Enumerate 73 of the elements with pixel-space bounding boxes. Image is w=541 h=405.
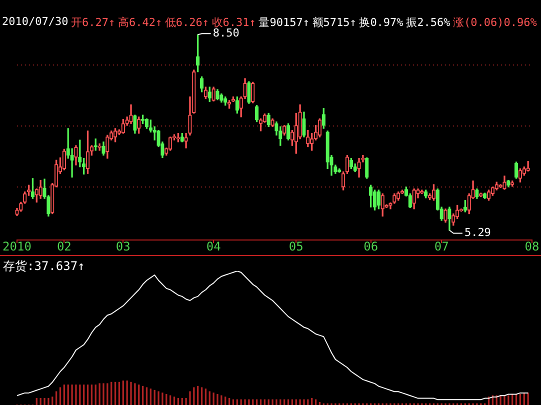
candlestick bbox=[412, 188, 416, 210]
candlestick bbox=[98, 143, 102, 151]
candlestick bbox=[518, 168, 522, 182]
x-tick-label: 04 bbox=[206, 239, 221, 254]
candlestick bbox=[380, 193, 384, 217]
candlestick bbox=[247, 81, 251, 104]
candlestick bbox=[113, 128, 118, 142]
text: 2010/07/30 bbox=[2, 15, 68, 30]
candlestick bbox=[216, 89, 220, 100]
x-tick-label: 03 bbox=[116, 239, 130, 254]
candlestick bbox=[318, 118, 322, 138]
candlestick bbox=[133, 114, 137, 134]
annotation: 5.29 bbox=[464, 226, 491, 240]
candlestick bbox=[286, 123, 290, 140]
candlestick bbox=[137, 116, 141, 134]
candlestick bbox=[420, 190, 424, 194]
candlestick bbox=[357, 158, 361, 178]
candlestick bbox=[444, 208, 448, 223]
candlestick bbox=[392, 193, 396, 204]
candlestick bbox=[463, 200, 467, 212]
text: 额5715↑ bbox=[312, 15, 356, 30]
candlestick bbox=[306, 130, 310, 148]
candlestick bbox=[30, 178, 35, 199]
candlestick bbox=[212, 86, 216, 102]
candlestick bbox=[106, 134, 110, 159]
candlestick bbox=[254, 104, 259, 122]
candlestick bbox=[322, 108, 326, 129]
candlestick bbox=[102, 142, 106, 156]
candlestick bbox=[180, 133, 184, 142]
candlestick bbox=[251, 82, 255, 104]
candlestick bbox=[502, 176, 506, 190]
text: 高6.42↑ bbox=[118, 15, 162, 30]
candlestick bbox=[486, 190, 491, 201]
candlestick bbox=[144, 118, 149, 129]
candlestick bbox=[270, 118, 274, 127]
chart-title: 存货:37.637↑ bbox=[3, 258, 85, 275]
candlestick bbox=[482, 192, 487, 199]
candlestick bbox=[200, 76, 204, 92]
candlestick bbox=[129, 104, 133, 124]
candlestick bbox=[282, 125, 286, 136]
text: 收6.31↑ bbox=[212, 15, 256, 29]
candlestick bbox=[498, 184, 502, 188]
x-tick-label: 2010 bbox=[2, 239, 32, 254]
candlestick bbox=[388, 202, 392, 210]
candlestick bbox=[38, 180, 42, 199]
text: 涨(0.06)0.96% bbox=[453, 15, 537, 30]
candlestick bbox=[235, 96, 239, 114]
candlestick bbox=[396, 192, 400, 201]
x-tick-label: 07 bbox=[434, 239, 449, 254]
candlestick bbox=[526, 161, 530, 172]
candlestick bbox=[424, 190, 428, 198]
text: 开6.27↑ bbox=[71, 15, 116, 30]
candlestick bbox=[365, 157, 369, 179]
candlestick bbox=[432, 184, 436, 201]
text: 换0.97% bbox=[359, 15, 404, 30]
text: 低6.26↑ bbox=[164, 15, 209, 30]
candlestick bbox=[266, 112, 270, 127]
candlestick bbox=[506, 180, 510, 188]
candlestick bbox=[220, 93, 224, 103]
candlestick bbox=[475, 188, 479, 199]
candlestick bbox=[428, 193, 432, 200]
x-tick-label: 08 bbox=[524, 239, 540, 254]
candlestick bbox=[74, 145, 78, 166]
x-tick-label: 05 bbox=[288, 239, 304, 254]
text: 振2.56% bbox=[406, 15, 450, 30]
candlestick bbox=[140, 114, 145, 124]
x-tick-label: 06 bbox=[364, 239, 378, 254]
candlestick bbox=[62, 148, 66, 170]
candlestick bbox=[302, 112, 306, 138]
annotation: 8.50 bbox=[212, 26, 240, 40]
candlestick bbox=[376, 190, 381, 210]
text: 量90157↑ bbox=[258, 15, 310, 30]
x-tick-label: 02 bbox=[56, 239, 72, 254]
